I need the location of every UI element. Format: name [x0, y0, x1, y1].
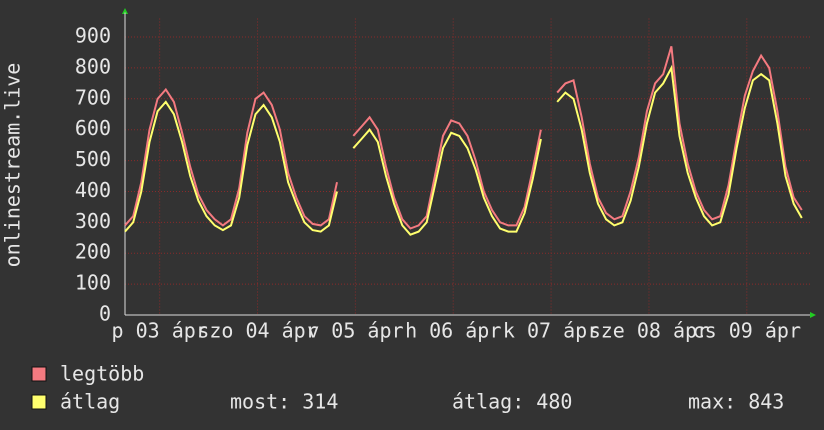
y-axis-label: onlinestream.live — [1, 63, 25, 268]
x-tick-label: szo 04 ápr — [197, 319, 317, 343]
y-tick-label: 300 — [75, 209, 111, 233]
legend-stat: most: 314 — [230, 390, 338, 414]
axis-arrow — [810, 312, 816, 318]
x-tick-label: v 05 ápr — [307, 319, 403, 343]
y-tick-label: 900 — [75, 24, 111, 48]
x-tick-label: sze 08 ápr — [589, 319, 709, 343]
y-tick-label: 200 — [75, 240, 111, 264]
axis-arrow — [122, 8, 128, 14]
x-tick-label: p 03 ápr — [111, 319, 207, 343]
y-tick-label: 100 — [75, 271, 111, 295]
legend-swatch — [31, 394, 47, 410]
y-tick-label: 800 — [75, 54, 111, 78]
legend-stat: átlag: 480 — [452, 390, 572, 414]
legend-label: legtöbb — [60, 362, 144, 386]
legend-label: átlag — [60, 390, 120, 414]
y-tick-label: 600 — [75, 116, 111, 140]
y-tick-label: 700 — [75, 85, 111, 109]
y-tick-label: 500 — [75, 147, 111, 171]
series-line — [124, 46, 803, 230]
series-line — [124, 64, 803, 236]
x-tick-label: k 07 ápr — [503, 319, 599, 343]
legend-swatch — [31, 366, 47, 382]
y-tick-label: 0 — [99, 302, 111, 326]
y-tick-label: 400 — [75, 178, 111, 202]
x-tick-label: cs 09 ápr — [693, 319, 801, 343]
x-tick-label: h 06 ápr — [405, 319, 501, 343]
legend-stat: max: 843 — [688, 390, 784, 414]
